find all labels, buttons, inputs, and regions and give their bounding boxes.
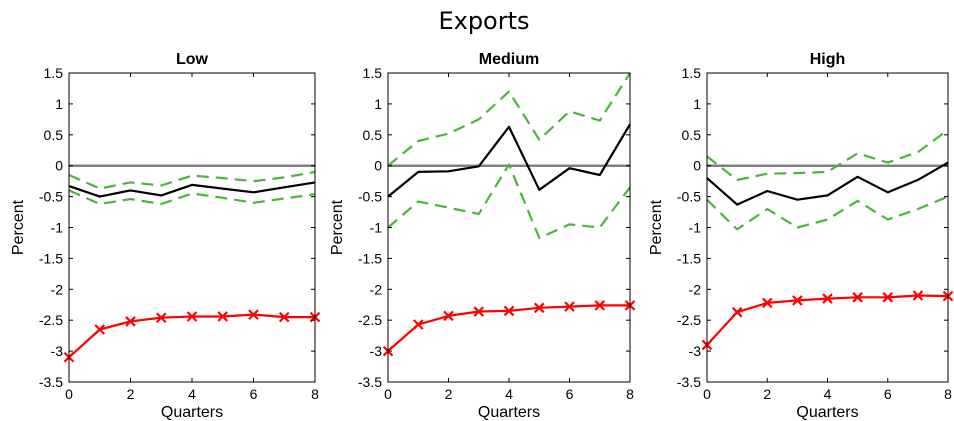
y-tick-label: -1.5 <box>358 250 382 266</box>
x-tick-label: 4 <box>505 386 513 402</box>
panel-high: -3.5 -3 -2.5 -2 -1.5 -1 -0.5 0 0.5 1 1.5 0 2 4 6 8 High Q… <box>648 51 954 421</box>
data-point-marker <box>278 311 290 323</box>
series-line-2 <box>387 163 631 240</box>
data-point-marker <box>594 300 606 311</box>
y-tick-label: -0.5 <box>358 189 382 205</box>
x-tick-label: 0 <box>703 386 711 402</box>
axes-box <box>68 72 316 383</box>
data-point-marker <box>473 306 485 317</box>
data-point-marker <box>217 311 229 322</box>
x-tick-label: 6 <box>884 386 892 402</box>
panel-medium: -3.5 -3 -2.5 -2 -1.5 -1 -0.5 0 0.5 1 1.5 0 2 4 6 8 Mediu… <box>329 51 636 421</box>
x-tick-label: 8 <box>626 386 634 402</box>
y-tick-label: -3.5 <box>677 374 701 390</box>
data-point-marker <box>761 297 773 309</box>
y-tick-label: -1.5 <box>39 250 63 266</box>
x-tick-label: 2 <box>763 386 771 402</box>
data-point-marker <box>503 305 515 317</box>
y-tick-label: 1 <box>693 96 701 112</box>
x-tick-label: 0 <box>384 386 392 402</box>
y-tick-label: -0.5 <box>677 189 701 205</box>
y-tick-label: 1.5 <box>44 65 64 81</box>
y-tick-label: 0 <box>693 158 701 174</box>
x-axis-label: Quarters <box>796 404 858 421</box>
y-tick-label: -2 <box>51 281 64 297</box>
series-line-3 <box>706 294 949 346</box>
y-tick-label: -1 <box>370 220 383 236</box>
data-point-marker <box>248 309 259 320</box>
y-tick-label: -0.5 <box>39 189 63 205</box>
x-tick-label: 6 <box>250 386 258 402</box>
y-tick-label: -3 <box>370 343 383 359</box>
y-tick-label: 1 <box>55 96 63 112</box>
data-point-marker <box>94 324 106 335</box>
series-line-1 <box>706 129 949 181</box>
y-axis-label: Percent <box>329 199 346 255</box>
y-tick-label: -3.5 <box>39 374 63 390</box>
data-point-marker <box>792 295 803 306</box>
data-point-marker <box>412 319 424 330</box>
y-tick-label: -2.5 <box>677 312 701 328</box>
x-axis-label: Quarters <box>478 404 540 421</box>
series-line-2 <box>706 195 949 231</box>
panel-title: Low <box>176 51 209 68</box>
panel-title: High <box>810 51 846 68</box>
x-tick-label: 4 <box>824 386 832 402</box>
y-tick-label: -2.5 <box>358 312 382 328</box>
figure-title: Exports <box>438 7 529 35</box>
data-point-marker <box>564 301 575 312</box>
data-point-marker <box>443 310 454 322</box>
series-line-2 <box>68 189 316 206</box>
x-tick-label: 2 <box>445 386 453 402</box>
data-point-marker <box>155 312 167 324</box>
data-point-marker <box>533 302 545 314</box>
y-tick-label: -2 <box>689 281 702 297</box>
y-axis-label: Percent <box>10 199 27 255</box>
series-line-3 <box>68 313 315 359</box>
x-tick-label: 4 <box>188 386 196 402</box>
y-tick-label: -3 <box>51 343 64 359</box>
y-tick-label: 1.5 <box>682 65 702 81</box>
x-tick-label: 0 <box>65 386 73 402</box>
y-tick-label: 1.5 <box>363 65 383 81</box>
panel-low: -3.5 -3 -2.5 -2 -1.5 -1 -0.5 0 0.5 1 1.5 0 2 4 6 8 Low Qu… <box>10 51 321 421</box>
x-tick-label: 8 <box>311 386 319 402</box>
data-point-marker <box>125 316 136 327</box>
y-tick-label: -3.5 <box>358 374 382 390</box>
y-tick-label: 0.5 <box>44 127 64 143</box>
data-point-marker <box>882 292 894 303</box>
y-tick-label: 0 <box>374 158 382 174</box>
x-tick-label: 6 <box>566 386 574 402</box>
data-point-marker <box>186 311 198 322</box>
y-tick-label: -1 <box>689 220 702 236</box>
x-tick-label: 8 <box>944 386 952 402</box>
x-axis-label: Quarters <box>161 404 223 421</box>
y-tick-label: 0 <box>55 158 63 174</box>
panel-title: Medium <box>479 51 539 68</box>
data-point-marker <box>852 292 863 303</box>
series-line-0 <box>706 161 949 206</box>
y-tick-label: -3 <box>689 343 702 359</box>
x-tick-label: 2 <box>127 386 135 402</box>
series-line-1 <box>387 72 631 167</box>
y-tick-label: -1.5 <box>677 250 701 266</box>
y-tick-label: 1 <box>374 96 382 112</box>
series-line-0 <box>387 123 631 198</box>
y-tick-label: 0.5 <box>363 127 383 143</box>
y-tick-label: -2.5 <box>39 312 63 328</box>
data-point-marker <box>822 293 833 304</box>
data-point-marker <box>731 306 743 318</box>
y-axis-label: Percent <box>648 199 665 255</box>
series-line-0 <box>68 181 316 198</box>
y-tick-label: -2 <box>370 281 383 297</box>
data-point-marker <box>912 290 924 301</box>
axes-box <box>706 72 949 383</box>
y-tick-label: 0.5 <box>682 127 702 143</box>
y-tick-label: -1 <box>51 220 64 236</box>
series-line-1 <box>68 170 316 190</box>
